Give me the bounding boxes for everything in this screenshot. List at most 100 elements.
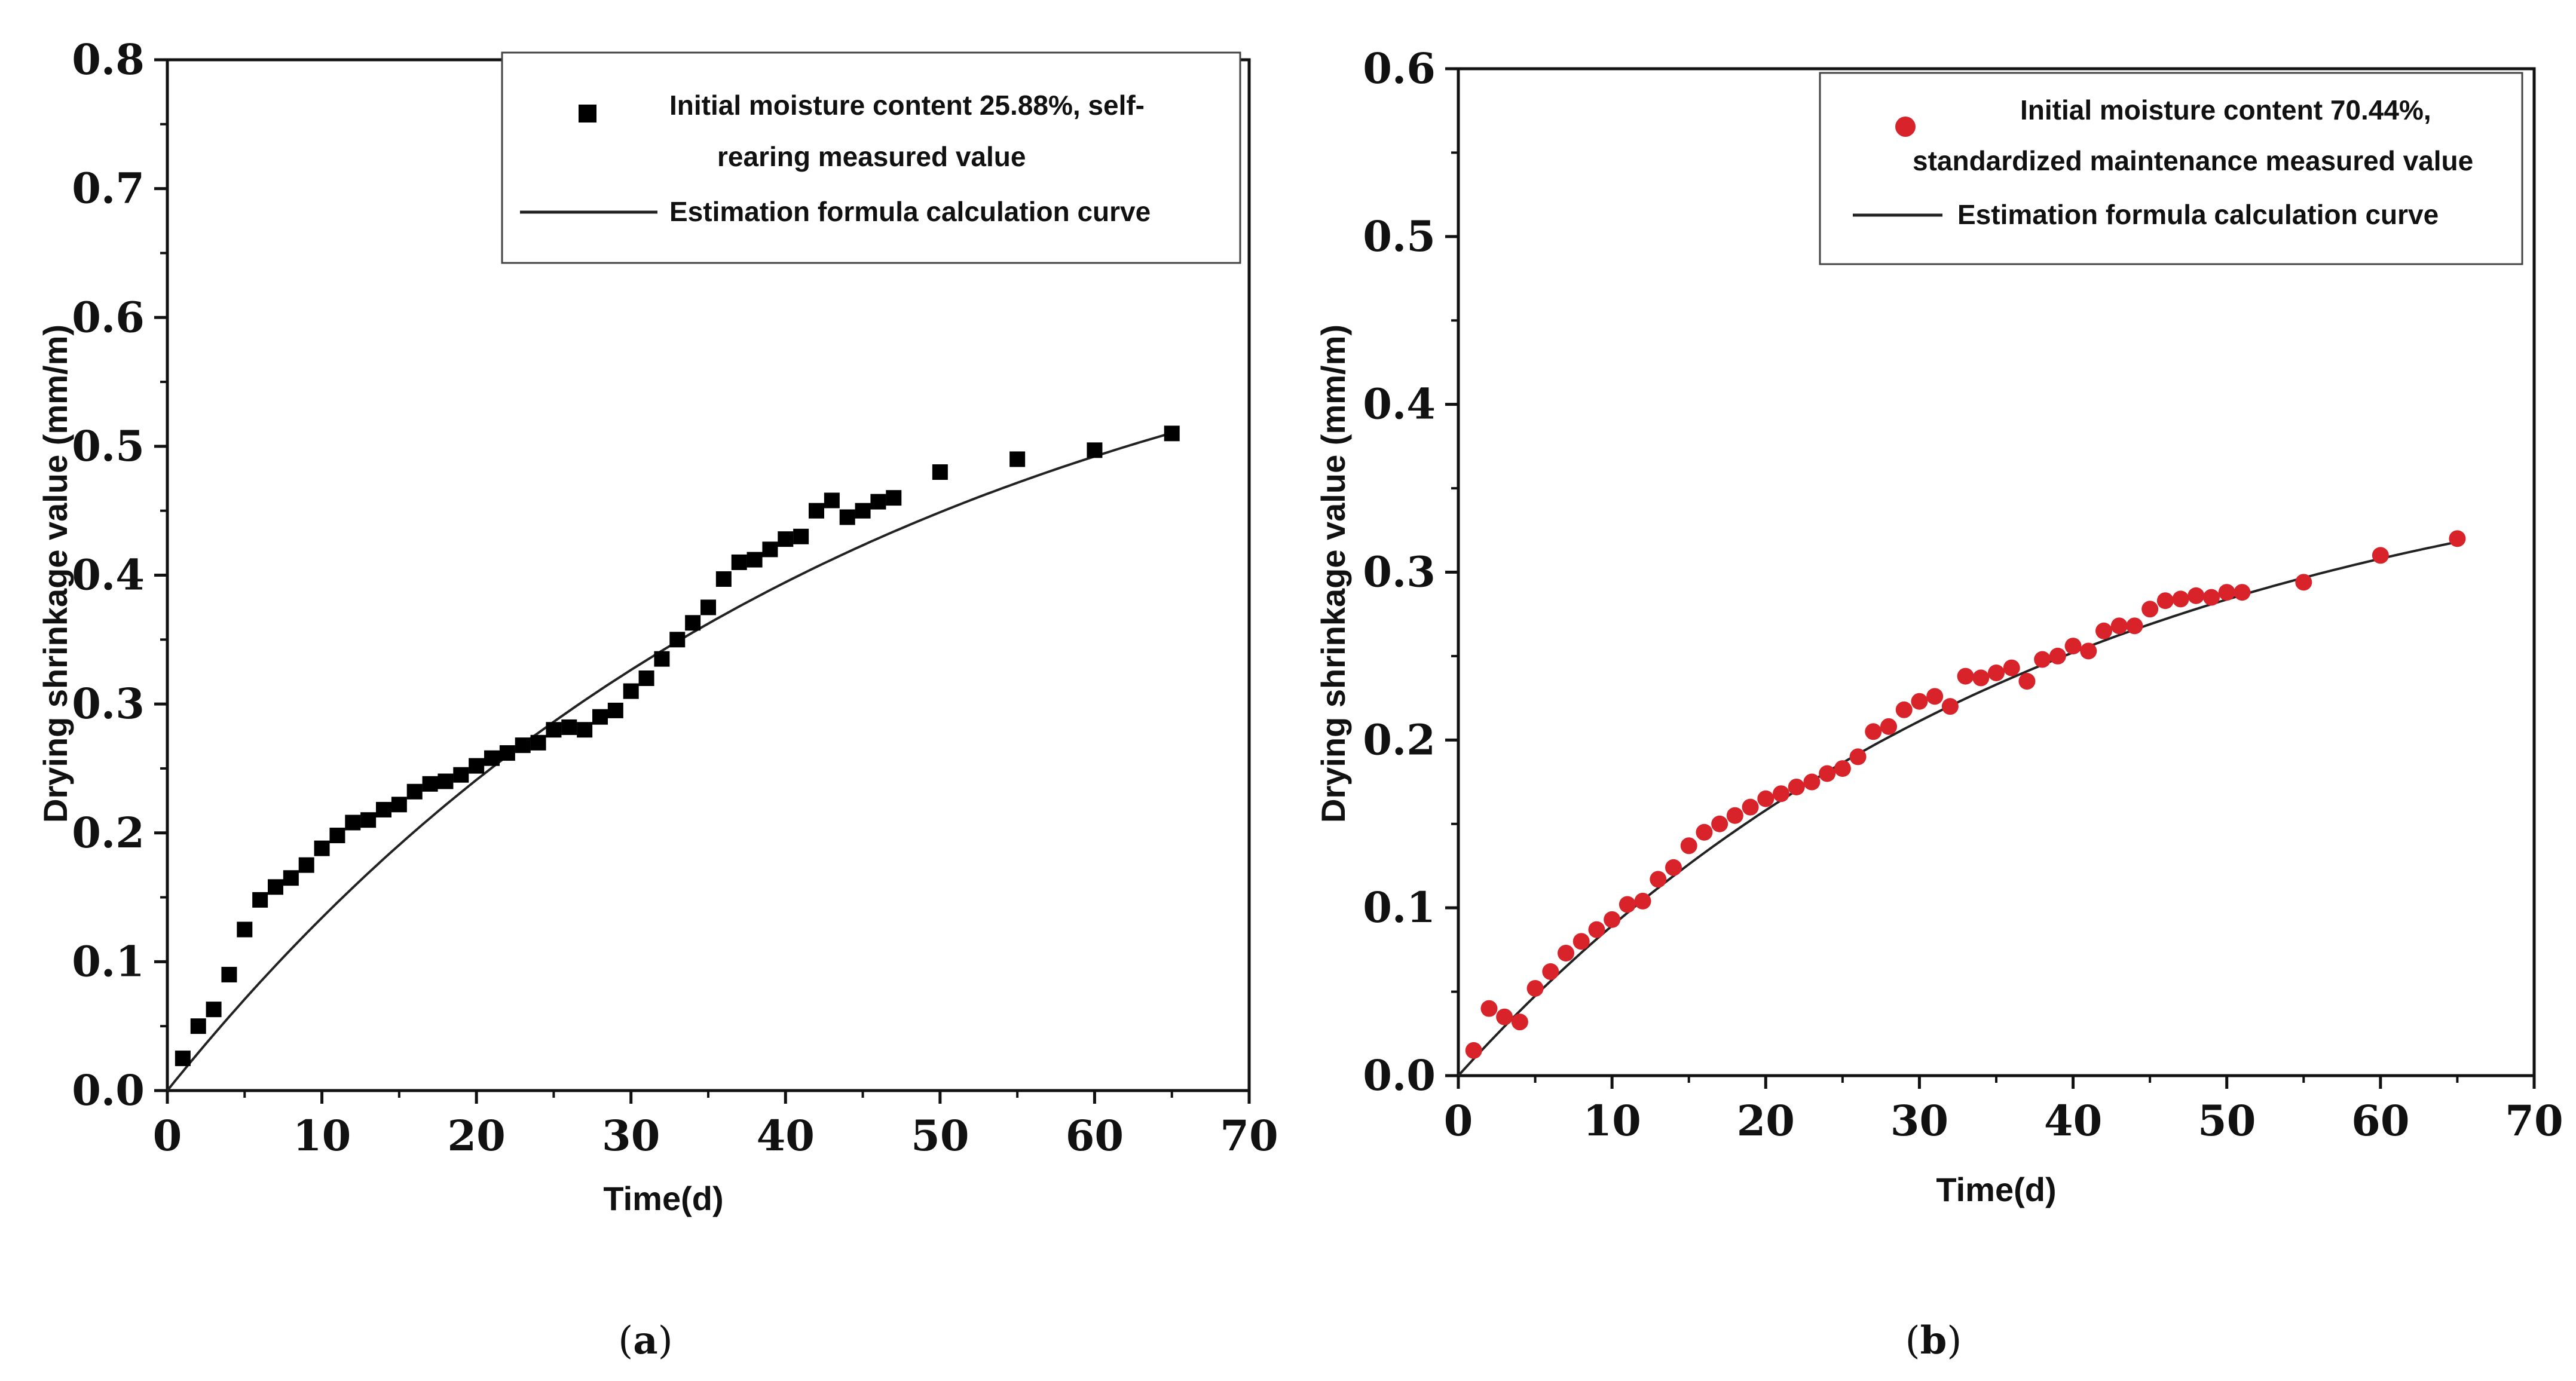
data-point [1619, 896, 1636, 913]
estimation-curve [1457, 540, 2458, 1077]
data-point [1696, 823, 1713, 841]
y-axis-label-a: Drying shrinkage value (mm/m) [36, 324, 74, 823]
data-point [1819, 765, 1836, 782]
x-tick-label: 50 [2198, 1096, 2256, 1146]
y-tick-label: 0.4 [72, 550, 145, 600]
data-point [1588, 921, 1605, 938]
caption-b: (b) [1905, 1318, 1962, 1363]
data-point [2203, 589, 2220, 606]
data-point [577, 722, 593, 738]
data-point [2064, 638, 2082, 655]
estimation-curve-group-b [1457, 540, 2458, 1077]
data-point [778, 531, 794, 547]
data-point [607, 702, 623, 718]
data-point [1634, 892, 1651, 910]
x-tick-label: 30 [1890, 1096, 1948, 1146]
data-point [1680, 837, 1697, 855]
data-point [1164, 425, 1180, 442]
data-point [1926, 688, 1944, 705]
data-point [561, 719, 577, 735]
data-point [1087, 442, 1103, 458]
y-axis-label-text-b: Drying shrinkage value (mm/m) [1314, 324, 1352, 823]
data-point [2110, 617, 2128, 635]
chart-panel-a: 0.0 0.1 0.2 0.3 0.4 0.5 0.6 0.7 0.8 0 10 20 30 40 50 6… [36, 35, 1278, 1363]
data-point [453, 767, 469, 783]
y-tick-label: 0.3 [72, 679, 145, 728]
data-point [1773, 785, 1789, 803]
x-tick-label: 60 [1066, 1111, 1124, 1160]
data-point [530, 734, 546, 751]
legend-curve-label-a: Estimation formula calculation curve [669, 196, 1151, 227]
data-point [1650, 871, 1667, 888]
data-point [237, 921, 253, 938]
data-point [1742, 798, 1759, 816]
data-point [1941, 698, 1959, 715]
data-point [2141, 601, 2159, 618]
y-ticks-b: 0.0 0.1 0.2 0.3 0.4 0.5 0.6 [1363, 44, 1458, 1100]
data-point [638, 670, 654, 686]
data-point [391, 797, 407, 813]
x-tick-label: 10 [1583, 1096, 1641, 1146]
data-point [932, 464, 948, 480]
estimation-curve [166, 431, 1173, 1092]
y-tick-label: 0.2 [72, 808, 145, 858]
data-point [2218, 584, 2235, 601]
x-axis-label-a: Time(d) [603, 1180, 723, 1217]
data-point [715, 571, 732, 587]
y-tick-label: 0.6 [72, 292, 145, 342]
data-point [515, 737, 531, 754]
data-point [1009, 451, 1026, 467]
data-point [1880, 718, 1897, 735]
data-point [870, 494, 886, 510]
data-point [469, 758, 485, 774]
measured-points-group-b [1465, 530, 2466, 1059]
data-point [2034, 651, 2051, 668]
data-point [700, 599, 716, 616]
data-point [1911, 693, 1928, 710]
estimation-curve-group-a [166, 431, 1173, 1092]
legend-measured-line2-b: standardized maintenance measured value [1913, 145, 2473, 176]
data-point [252, 892, 268, 908]
data-point [1865, 723, 1882, 740]
measured-points-group-a [175, 425, 1180, 1067]
data-point [1480, 1000, 1498, 1017]
data-point [2172, 590, 2189, 608]
data-point [855, 503, 871, 519]
data-point [623, 683, 639, 699]
caption-a: (a) [618, 1318, 672, 1363]
x-tick-label: 20 [447, 1111, 505, 1160]
data-point [1665, 859, 1682, 876]
caption-letter-a: a [633, 1318, 657, 1363]
data-point [1895, 701, 1913, 718]
x-axis-label-b: Time(d) [1936, 1171, 2056, 1208]
y-tick-label: 0.3 [1363, 547, 1436, 597]
y-tick-label: 0.5 [72, 421, 145, 471]
data-point [1572, 933, 1590, 950]
data-point [190, 1018, 206, 1034]
data-point [438, 773, 454, 789]
data-point [839, 509, 855, 525]
data-point [268, 879, 283, 895]
data-point [1788, 778, 1805, 795]
y-tick-label: 0.0 [72, 1065, 145, 1115]
y-axis-label-text-a: Drying shrinkage value (mm/m) [36, 324, 74, 823]
legend-measured-line1-b: Initial moisture content 70.44%, [2020, 94, 2431, 125]
data-point [1711, 815, 1728, 832]
x-tick-label: 40 [757, 1111, 815, 1160]
data-point [2188, 587, 2205, 604]
data-point [685, 615, 701, 631]
data-point [2372, 547, 2389, 564]
legend-square-marker-a [579, 105, 596, 123]
y-ticks-a: 0.0 0.1 0.2 0.3 0.4 0.5 0.6 0.7 0.8 [72, 35, 167, 1115]
data-point [422, 776, 438, 792]
x-tick-label: 70 [2505, 1096, 2563, 1146]
y-axis-label-b: Drying shrinkage value (mm/m) [1314, 324, 1352, 823]
x-tick-label: 60 [2351, 1096, 2409, 1146]
data-point [2018, 673, 2036, 690]
data-point [2095, 622, 2112, 639]
x-tick-label: 0 [153, 1111, 182, 1160]
data-point [1834, 760, 1851, 777]
data-point [1988, 665, 2005, 681]
data-point [1803, 773, 1821, 791]
